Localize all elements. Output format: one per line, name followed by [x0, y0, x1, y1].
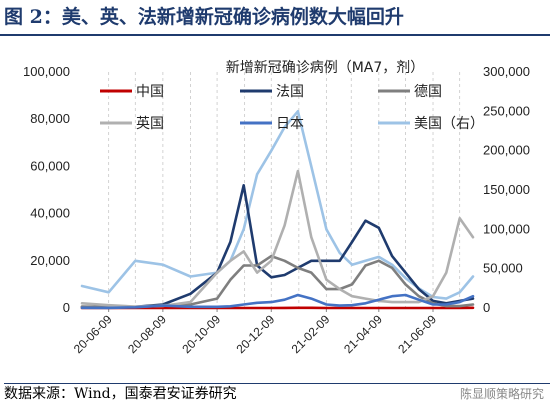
legend-label: 德国	[414, 84, 442, 100]
x-tick-label: 20-06-09	[71, 312, 115, 356]
source-note: 数据来源：Wind，国泰君安证券研究	[4, 383, 550, 408]
series-line-5	[80, 293, 475, 310]
y-right-tick-label: 150,000	[483, 182, 530, 197]
x-tick-label: 21-02-09	[289, 312, 333, 356]
series-layer	[80, 110, 475, 310]
legend-label: 日本	[276, 116, 304, 132]
watermark: 陈显顺策略研究	[459, 387, 544, 401]
legend-label: 英国	[136, 115, 164, 132]
y-left-tick-label: 80,000	[30, 111, 70, 126]
x-tick-label: 20-12-09	[234, 312, 278, 356]
series-line-4	[80, 169, 475, 308]
x-tick-label: 20-08-09	[125, 312, 169, 356]
y-left-tick-label: 60,000	[30, 158, 70, 173]
legend-label: 中国	[136, 84, 164, 100]
legend-label: 法国	[276, 84, 304, 100]
x-tick-label: 21-04-09	[341, 312, 385, 356]
y-left-tick-label: 20,000	[30, 253, 70, 268]
chart-title: 新增新冠确诊病例（MA7，剂）	[226, 60, 425, 76]
y-left-tick-label: 100,000	[23, 64, 70, 79]
y-right-tick-label: 250,000	[483, 103, 530, 118]
axis-layer: 0 20,000 40,000 60,000 80,000 100,000 0 50,000 1…	[23, 64, 530, 356]
figure-title: 图 2：美、英、法新增新冠确诊病例数大幅回升	[0, 0, 550, 36]
y-right-tick-label: 50,000	[483, 261, 523, 276]
x-tick-label: 20-10-09	[179, 312, 223, 356]
y-right-tick-label: 200,000	[483, 143, 530, 158]
line-chart: 0 20,000 40,000 60,000 80,000 100,000 0 50,000 1…	[23, 60, 530, 356]
series-line-3	[80, 254, 475, 309]
x-tick-label: 21-06-09	[395, 312, 439, 356]
y-right-tick-label: 100,000	[483, 221, 530, 236]
series-line-6	[80, 110, 475, 300]
y-right-tick-label: 300,000	[483, 64, 530, 79]
series-line-2	[80, 184, 475, 309]
y-left-tick-label: 40,000	[30, 206, 70, 221]
legend-label: 美国（右）	[414, 116, 484, 132]
y-right-tick-label: 0	[483, 300, 490, 315]
y-left-tick-label: 0	[63, 300, 70, 315]
